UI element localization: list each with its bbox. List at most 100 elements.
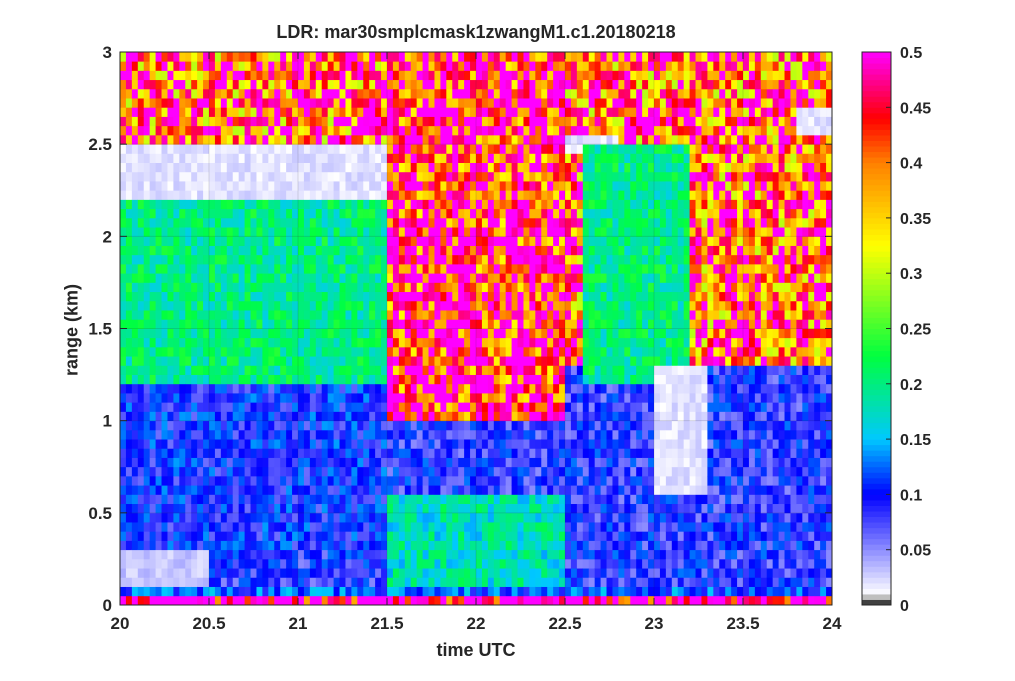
heatmap-cell <box>274 540 281 551</box>
heatmap-cell <box>363 263 370 274</box>
heatmap-cell <box>339 319 346 329</box>
heatmap-cell <box>470 558 477 569</box>
heatmap-cell <box>410 356 418 366</box>
heatmap-cell <box>321 429 329 440</box>
heatmap-cell <box>553 448 560 458</box>
heatmap-cell <box>345 319 352 329</box>
heatmap-cell <box>120 190 127 200</box>
heatmap-cell <box>203 79 210 90</box>
heatmap-cell <box>262 263 269 274</box>
heatmap-cell <box>458 310 465 320</box>
heatmap-cell <box>286 134 293 145</box>
heatmap-cell <box>434 79 441 90</box>
heatmap-cell <box>565 144 572 154</box>
heatmap-cell <box>582 245 590 256</box>
heatmap-cell <box>582 558 590 569</box>
heatmap-cell <box>375 245 382 256</box>
heatmap-cell <box>155 107 162 117</box>
heatmap-cell <box>167 70 174 81</box>
heatmap-cell <box>612 494 619 505</box>
heatmap-cell <box>203 374 210 385</box>
heatmap-cell <box>600 457 607 468</box>
heatmap-cell <box>464 457 471 468</box>
heatmap-cell <box>220 448 228 458</box>
heatmap-cell <box>422 337 429 348</box>
heatmap-cell <box>250 282 257 293</box>
heatmap-cell <box>220 595 228 606</box>
heatmap-cell <box>369 522 376 532</box>
heatmap-cell <box>244 549 251 560</box>
heatmap-cell <box>327 457 334 468</box>
heatmap-cell <box>582 439 590 449</box>
heatmap-cell <box>499 79 507 90</box>
heatmap-cell <box>197 217 204 228</box>
heatmap-cell <box>606 595 613 606</box>
heatmap-cell <box>487 310 495 320</box>
heatmap-cell <box>280 61 287 71</box>
heatmap-cell <box>250 254 257 265</box>
heatmap-cell <box>214 79 222 90</box>
heatmap-cell <box>345 190 352 200</box>
heatmap-cell <box>600 595 607 606</box>
heatmap-cell <box>570 457 578 468</box>
heatmap-cell <box>250 273 257 283</box>
heatmap-cell <box>274 98 281 108</box>
heatmap-cell <box>309 374 317 385</box>
heatmap-cell <box>185 411 192 422</box>
heatmap-cell <box>434 107 441 117</box>
heatmap-cell <box>428 236 435 246</box>
heatmap-cell <box>214 503 222 514</box>
heatmap-cell <box>529 116 536 127</box>
heatmap-cell <box>416 475 423 486</box>
heatmap-cell <box>238 245 245 256</box>
heatmap-cell <box>416 125 423 136</box>
heatmap-cell <box>345 374 352 385</box>
heatmap-cell <box>387 420 394 431</box>
heatmap-cell <box>446 134 453 145</box>
heatmap-cell <box>576 356 584 366</box>
heatmap-cell <box>274 383 281 394</box>
heatmap-cell <box>392 162 400 173</box>
heatmap-cell <box>309 199 317 210</box>
heatmap-cell <box>274 116 281 127</box>
heatmap-cell <box>197 153 204 163</box>
heatmap-cell <box>446 199 453 210</box>
heatmap-cell <box>410 273 418 283</box>
heatmap-cell <box>517 494 524 505</box>
heatmap-cell <box>309 227 317 237</box>
heatmap-cell <box>458 374 465 385</box>
heatmap-cell <box>559 558 566 569</box>
heatmap-cell <box>416 503 423 514</box>
heatmap-cell <box>303 411 311 422</box>
heatmap-cell <box>161 310 168 320</box>
heatmap-cell <box>137 595 145 606</box>
heatmap-cell <box>274 61 281 71</box>
heatmap-cell <box>458 254 465 265</box>
heatmap-cell <box>238 475 245 486</box>
heatmap-cell <box>232 485 240 495</box>
heatmap-cell <box>434 208 441 219</box>
heatmap-cell <box>487 61 495 71</box>
heatmap-cell <box>422 383 429 394</box>
heatmap-cell <box>476 540 483 551</box>
heatmap-cell <box>280 365 287 375</box>
heatmap-cell <box>191 199 198 210</box>
heatmap-cell <box>327 98 334 108</box>
heatmap-cell <box>244 190 251 200</box>
heatmap-cell <box>606 568 613 578</box>
heatmap-cell <box>214 540 222 551</box>
heatmap-cell <box>517 263 524 274</box>
heatmap-cell <box>232 61 240 71</box>
heatmap-cell <box>529 485 536 495</box>
heatmap-cell <box>464 512 471 523</box>
heatmap-cell <box>470 116 477 127</box>
heatmap-cell <box>357 365 364 375</box>
heatmap-cell <box>499 236 507 246</box>
heatmap-cell <box>570 429 578 440</box>
heatmap-cell <box>339 208 346 219</box>
heatmap-cell <box>440 153 447 163</box>
heatmap-cell <box>280 208 287 219</box>
heatmap-cell <box>559 199 566 210</box>
heatmap-cell <box>321 291 329 302</box>
heatmap-cell <box>576 577 584 587</box>
